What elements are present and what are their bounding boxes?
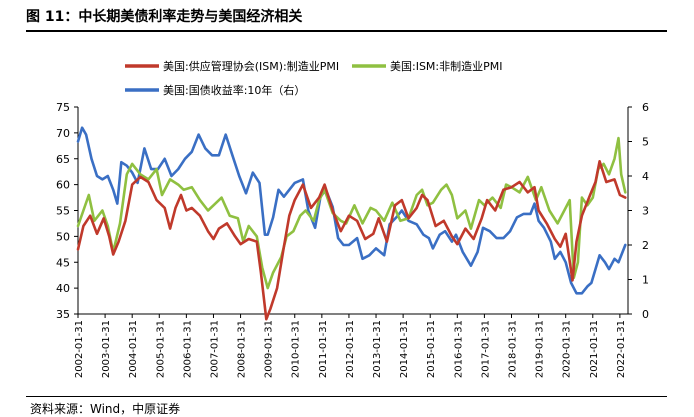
left-tick-label: 40 <box>56 282 70 295</box>
x-tick-label: 2012-01-31 <box>345 320 356 378</box>
right-tick-label: 3 <box>642 205 649 218</box>
left-tick-label: 70 <box>56 127 70 140</box>
x-tick-label: 2005-01-31 <box>155 320 166 378</box>
x-tick-label: 2021-01-31 <box>589 320 600 378</box>
left-tick-label: 50 <box>56 230 70 243</box>
series-line-ism_mfg <box>76 160 627 321</box>
figure-title: 图 11：中长期美债利率走势与美国经济相关 <box>26 9 303 25</box>
left-tick-label: 60 <box>56 179 70 192</box>
x-tick-label: 2017-01-31 <box>480 320 491 378</box>
x-tick-label: 2016-01-31 <box>453 320 464 378</box>
legend-label-us10y: 美国:国债收益率:10年（右） <box>163 83 305 97</box>
x-tick-label: 2003-01-31 <box>101 320 112 378</box>
x-tick-label: 2011-01-31 <box>318 320 329 378</box>
right-tick-label: 1 <box>642 274 649 287</box>
x-tick-label: 2009-01-31 <box>264 320 275 378</box>
right-tick-label: 4 <box>642 170 649 183</box>
x-tick-label: 2018-01-31 <box>507 320 518 378</box>
chart-legend: 美国:供应管理协会(ISM):制造业PMI 美国:ISM:非制造业PMI 美国:国债… <box>125 59 503 97</box>
right-tick-label: 6 <box>642 101 649 114</box>
x-tick-label: 2019-01-31 <box>535 320 546 378</box>
source-divider <box>26 396 667 397</box>
source-note: 资料来源：Wind，中原证券 <box>30 402 181 416</box>
series-line-ism_nonmfg <box>76 136 627 290</box>
series-line-us10y <box>76 126 627 295</box>
x-tick-label: 2020-01-31 <box>562 320 573 378</box>
x-tick-label: 2013-01-31 <box>372 320 383 378</box>
x-tick-label: 2015-01-31 <box>426 320 437 378</box>
legend-label-ism_nonmfg: 美国:ISM:非制造业PMI <box>390 59 503 73</box>
plot-area <box>76 126 627 321</box>
x-tick-label: 2010-01-31 <box>291 320 302 378</box>
x-tick-label: 2022-01-31 <box>616 320 627 378</box>
left-tick-label: 75 <box>56 101 70 114</box>
right-tick-label: 5 <box>642 136 649 149</box>
x-tick-label: 2006-01-31 <box>182 320 193 378</box>
left-tick-label: 55 <box>56 205 70 218</box>
left-tick-label: 35 <box>56 308 70 321</box>
x-tick-label: 2004-01-31 <box>128 320 139 378</box>
title-divider <box>26 30 667 32</box>
x-tick-label: 2002-01-31 <box>74 320 85 378</box>
x-tick-label: 2007-01-31 <box>209 320 220 378</box>
x-tick-label: 2014-01-31 <box>399 320 410 378</box>
x-tick-label: 2008-01-31 <box>237 320 248 378</box>
legend-label-ism_mfg: 美国:供应管理协会(ISM):制造业PMI <box>163 59 339 73</box>
right-tick-label: 0 <box>642 308 649 321</box>
left-tick-label: 45 <box>56 256 70 269</box>
right-tick-label: 2 <box>642 239 649 252</box>
left-tick-label: 65 <box>56 153 70 166</box>
